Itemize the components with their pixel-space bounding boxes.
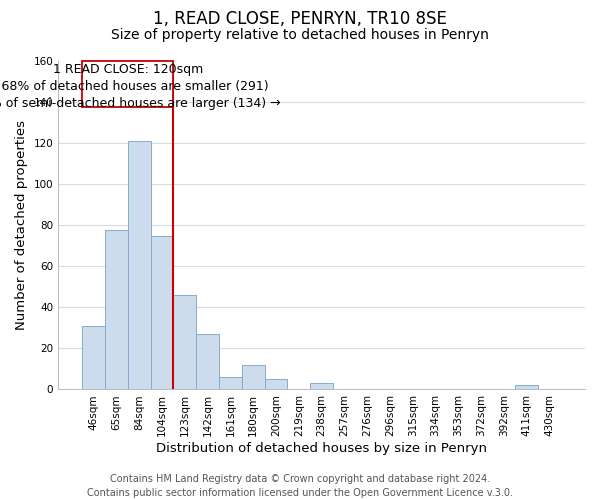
Bar bbox=[128, 142, 151, 390]
Text: Size of property relative to detached houses in Penryn: Size of property relative to detached ho… bbox=[111, 28, 489, 42]
Bar bbox=[82, 326, 105, 390]
Bar bbox=[219, 377, 242, 390]
Y-axis label: Number of detached properties: Number of detached properties bbox=[15, 120, 28, 330]
FancyBboxPatch shape bbox=[82, 62, 173, 106]
X-axis label: Distribution of detached houses by size in Penryn: Distribution of detached houses by size … bbox=[156, 442, 487, 455]
Bar bbox=[242, 365, 265, 390]
Bar bbox=[173, 295, 196, 390]
Text: 1 READ CLOSE: 120sqm
← 68% of detached houses are smaller (291)
31% of semi-deta: 1 READ CLOSE: 120sqm ← 68% of detached h… bbox=[0, 62, 281, 110]
Bar bbox=[310, 384, 333, 390]
Bar bbox=[196, 334, 219, 390]
Text: 1, READ CLOSE, PENRYN, TR10 8SE: 1, READ CLOSE, PENRYN, TR10 8SE bbox=[153, 10, 447, 28]
Bar bbox=[515, 386, 538, 390]
Bar bbox=[265, 379, 287, 390]
Bar bbox=[151, 236, 173, 390]
Bar bbox=[105, 230, 128, 390]
Text: Contains HM Land Registry data © Crown copyright and database right 2024.
Contai: Contains HM Land Registry data © Crown c… bbox=[87, 474, 513, 498]
